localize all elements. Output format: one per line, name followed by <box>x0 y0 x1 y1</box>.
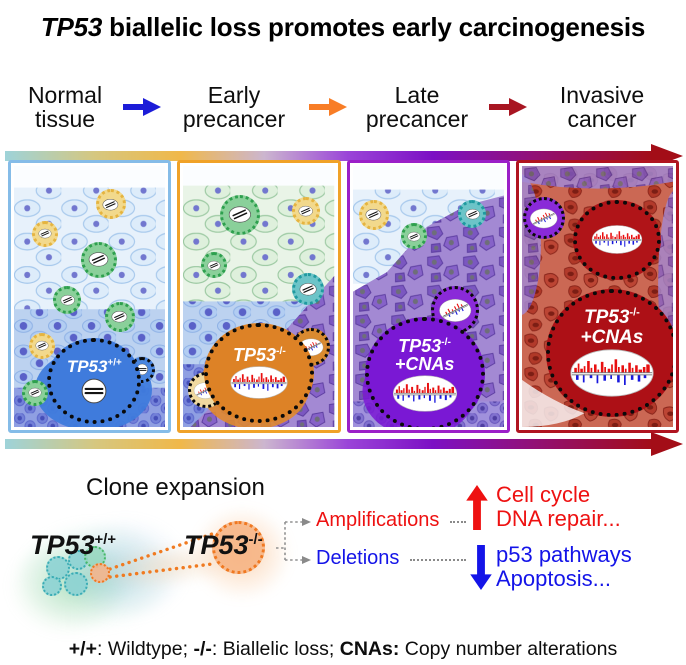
stage-arrow-orange-icon <box>309 98 347 116</box>
mutation-icon <box>299 282 317 297</box>
panel-invasive-cancer: TP53-/- +CNAs <box>515 160 679 433</box>
clone-tp53-biallelic-label: TP53-/- <box>232 344 286 365</box>
clone-green-icon <box>201 252 228 279</box>
amplifications-label: Amplifications <box>316 509 440 531</box>
panel-normal-tissue: TP53+/+ <box>8 160 172 433</box>
panel-late-precancer: TP53-/- +CNAs <box>346 160 510 433</box>
legend: +/+: Wildtype; -/-: Biallelic loss; CNAs… <box>68 638 618 660</box>
mutation-icon <box>407 231 421 242</box>
clone-green-icon <box>104 301 135 332</box>
title-rest: biallelic loss promotes early carcinogen… <box>102 12 646 42</box>
down-arrow-icon <box>470 545 492 590</box>
mutation-icon <box>38 228 52 239</box>
clone-tp53-biallelic-loss: TP53-/- <box>204 322 315 423</box>
cna-profile-icon <box>561 349 663 397</box>
clone-tp53-cna: TP53-/- +CNAs <box>364 317 485 427</box>
stage-label-normal-tissue: Normal tissue <box>27 81 103 132</box>
clone-yellow-icon <box>29 333 56 360</box>
deletions-connector <box>410 559 466 561</box>
deletions-label: Deletions <box>316 547 400 569</box>
mutation-icon <box>228 205 252 224</box>
mutation-icon <box>102 198 119 211</box>
clone-tp53-wildtype: TP53+/+ <box>47 338 142 425</box>
progression-gradient-arrow-bottom-icon <box>5 432 683 456</box>
figure-title: TP53 biallelic loss promotes early carci… <box>0 12 686 43</box>
clone-green-icon <box>53 286 82 315</box>
clone-tp53-wildtype-label: TP53+/+ <box>66 356 122 376</box>
stage-arrow-darkred-icon <box>489 98 527 116</box>
mutation-icon <box>88 251 109 268</box>
fork-bracket-icon <box>276 518 311 564</box>
amplification-effects: Cell cycle DNA repair... <box>496 482 621 531</box>
wildtype-subclone-icon <box>64 572 88 596</box>
cna-profile-icon <box>387 375 463 412</box>
clone-cna-small-icon <box>523 197 566 240</box>
mutant-seed-clone-icon <box>90 563 110 583</box>
wildtype-label: TP53+/+ <box>30 530 117 560</box>
stage-label-early-precancer: Early precancer <box>182 81 286 132</box>
stage-arrow-blue-icon <box>123 98 161 116</box>
stage-label-invasive-cancer: Invasive cancer <box>559 81 645 132</box>
clone-expansion-section: Clone expansion TP53+/+ TP53-/- Amplific… <box>0 460 686 638</box>
clone-yellow-icon <box>32 220 59 247</box>
mutation-icon <box>207 260 221 271</box>
tissue-panels: TP53+/+ <box>8 160 679 433</box>
cna-profile-icon <box>225 366 293 399</box>
clone-green-icon <box>21 380 48 407</box>
mutation-icon <box>465 208 480 220</box>
clone-green-icon <box>80 241 117 278</box>
stage-label-late-precancer: Late precancer <box>365 81 469 132</box>
clone-teal-icon <box>292 273 325 305</box>
mutation-icon <box>111 310 128 323</box>
amplifications-connector <box>450 521 466 523</box>
deletion-effects: p53 pathways Apoptosis... <box>496 542 632 591</box>
clone-red-cna <box>573 199 662 280</box>
wildtype-subclone-icon <box>42 576 62 596</box>
clone-expansion-funnel-icon <box>108 532 214 579</box>
clone-yellow-icon <box>292 197 321 226</box>
cna-profile-diagonal-icon <box>529 207 559 230</box>
mutation-icon <box>298 205 313 217</box>
clone-tp53-cna-invasive-label: TP53-/- +CNAs <box>580 307 644 348</box>
mutation-icon <box>35 340 49 351</box>
mutant-label: TP53-/- <box>184 530 263 560</box>
cna-profile-icon <box>588 225 646 254</box>
mutation-icon <box>28 387 42 398</box>
clone-tp53-cna-label: TP53-/- +CNAs <box>394 335 455 374</box>
clone-teal-icon <box>458 199 487 228</box>
panel-early-precancer: TP53-/- <box>177 160 341 433</box>
clone-tp53-cna-invasive: TP53-/- +CNAs <box>545 288 673 417</box>
stage-row: Normal tissue Early precancer Late precance… <box>0 78 686 136</box>
mutation-icon <box>60 294 75 306</box>
mutation-icon <box>365 208 382 221</box>
clone-green-icon <box>219 194 260 235</box>
clone-expansion-heading: Clone expansion <box>86 474 265 501</box>
chromosome-icon <box>80 377 108 405</box>
clone-green-icon <box>400 223 427 250</box>
clone-yellow-icon <box>95 189 126 220</box>
clone-yellow-icon <box>358 199 389 230</box>
title-gene: TP53 <box>40 12 103 42</box>
up-arrow-icon <box>466 485 488 530</box>
mutant-clone-icon <box>212 521 265 574</box>
